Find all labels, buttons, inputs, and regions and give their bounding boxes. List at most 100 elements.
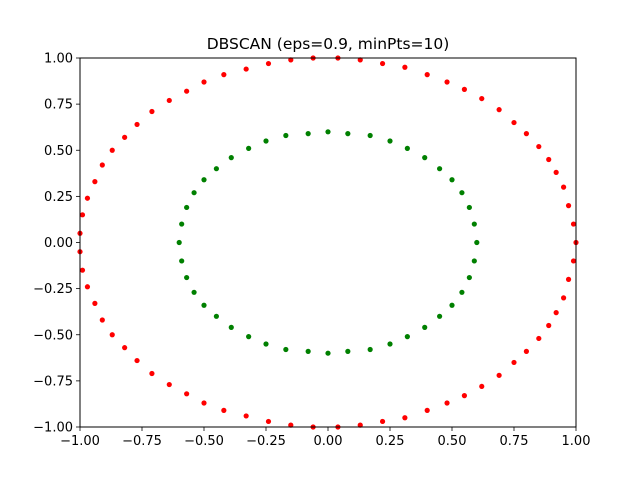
data-point [109, 332, 115, 338]
x-tick-label: −1.00 [60, 434, 100, 449]
data-point [305, 131, 311, 137]
y-tick-label: −1.00 [33, 421, 73, 436]
data-point [523, 131, 530, 137]
data-point [437, 313, 443, 319]
data-point [387, 138, 393, 144]
data-point [570, 221, 577, 227]
data-point [213, 166, 219, 172]
data-point [228, 155, 234, 161]
data-point [79, 267, 86, 273]
data-point [92, 179, 98, 185]
data-point [201, 79, 207, 85]
data-point [191, 289, 197, 295]
y-tick-label: 0.50 [44, 144, 73, 159]
data-point [565, 203, 572, 209]
data-point [461, 393, 467, 399]
data-point [122, 345, 128, 351]
y-tick-label: −0.75 [33, 374, 73, 389]
data-point [471, 221, 477, 227]
data-point [379, 418, 386, 425]
data-point [471, 258, 477, 264]
data-point [201, 177, 207, 183]
data-point [149, 370, 155, 377]
data-point [288, 422, 294, 428]
data-point [546, 322, 552, 329]
data-point [184, 204, 190, 211]
y-tick-label: 0.00 [44, 236, 73, 251]
data-point [444, 400, 450, 406]
data-point [565, 276, 572, 282]
data-point [134, 121, 140, 128]
data-point [166, 97, 172, 104]
data-point [546, 156, 552, 163]
data-point [325, 350, 331, 356]
x-tick-label: −0.75 [122, 434, 162, 449]
data-point [184, 88, 190, 94]
data-point [424, 72, 430, 78]
data-point [176, 239, 182, 246]
data-point [496, 107, 502, 113]
data-point [201, 400, 207, 406]
data-point [283, 132, 289, 139]
data-point [379, 60, 386, 67]
y-tick-label: 0.25 [44, 190, 73, 205]
data-point [357, 57, 363, 63]
data-point [459, 289, 465, 295]
data-point [149, 108, 155, 115]
data-point [84, 284, 91, 290]
x-tick-label: −0.25 [246, 434, 286, 449]
data-point [265, 60, 272, 67]
data-point [561, 184, 567, 190]
data-point [345, 131, 351, 137]
data-point [422, 155, 428, 161]
data-point [184, 391, 190, 397]
data-point [367, 132, 373, 139]
data-point [179, 221, 185, 227]
data-point [79, 212, 86, 218]
data-point [357, 422, 363, 428]
data-point [221, 72, 227, 78]
data-point [404, 334, 410, 340]
data-point [402, 64, 408, 70]
data-point [511, 359, 517, 366]
data-point [246, 334, 252, 340]
data-point [424, 407, 430, 413]
data-point [243, 413, 249, 419]
chart-title: DBSCAN (eps=0.9, minPts=10) [207, 35, 450, 53]
data-point [387, 341, 393, 347]
data-point [221, 407, 227, 413]
x-tick-label: −0.50 [184, 434, 224, 449]
data-point [422, 324, 428, 330]
data-point [479, 383, 485, 390]
data-point [511, 119, 517, 126]
data-point [479, 95, 485, 102]
data-point [179, 258, 185, 264]
data-point [367, 346, 373, 353]
y-tick-label: 1.00 [44, 52, 73, 67]
points-layer [77, 55, 579, 430]
data-point [536, 335, 542, 342]
data-point [99, 317, 105, 323]
y-tick-label: 0.75 [44, 98, 73, 113]
data-point [461, 86, 467, 92]
data-point [404, 145, 410, 151]
data-point [466, 274, 472, 281]
data-point [228, 324, 234, 330]
data-point [466, 204, 472, 211]
data-point [109, 147, 115, 153]
data-point [325, 129, 331, 135]
x-tick-label: 0.00 [314, 434, 343, 449]
x-tick-label: 1.00 [562, 434, 591, 449]
data-point [191, 190, 197, 196]
data-point [92, 300, 98, 306]
data-point [134, 357, 140, 364]
data-point [265, 418, 272, 425]
data-point [449, 177, 455, 183]
x-tick-label: 0.25 [376, 434, 405, 449]
y-tick-label: −0.50 [33, 328, 73, 343]
data-point [283, 346, 289, 353]
data-point [84, 195, 91, 201]
data-point [246, 145, 252, 151]
data-point [99, 162, 105, 168]
